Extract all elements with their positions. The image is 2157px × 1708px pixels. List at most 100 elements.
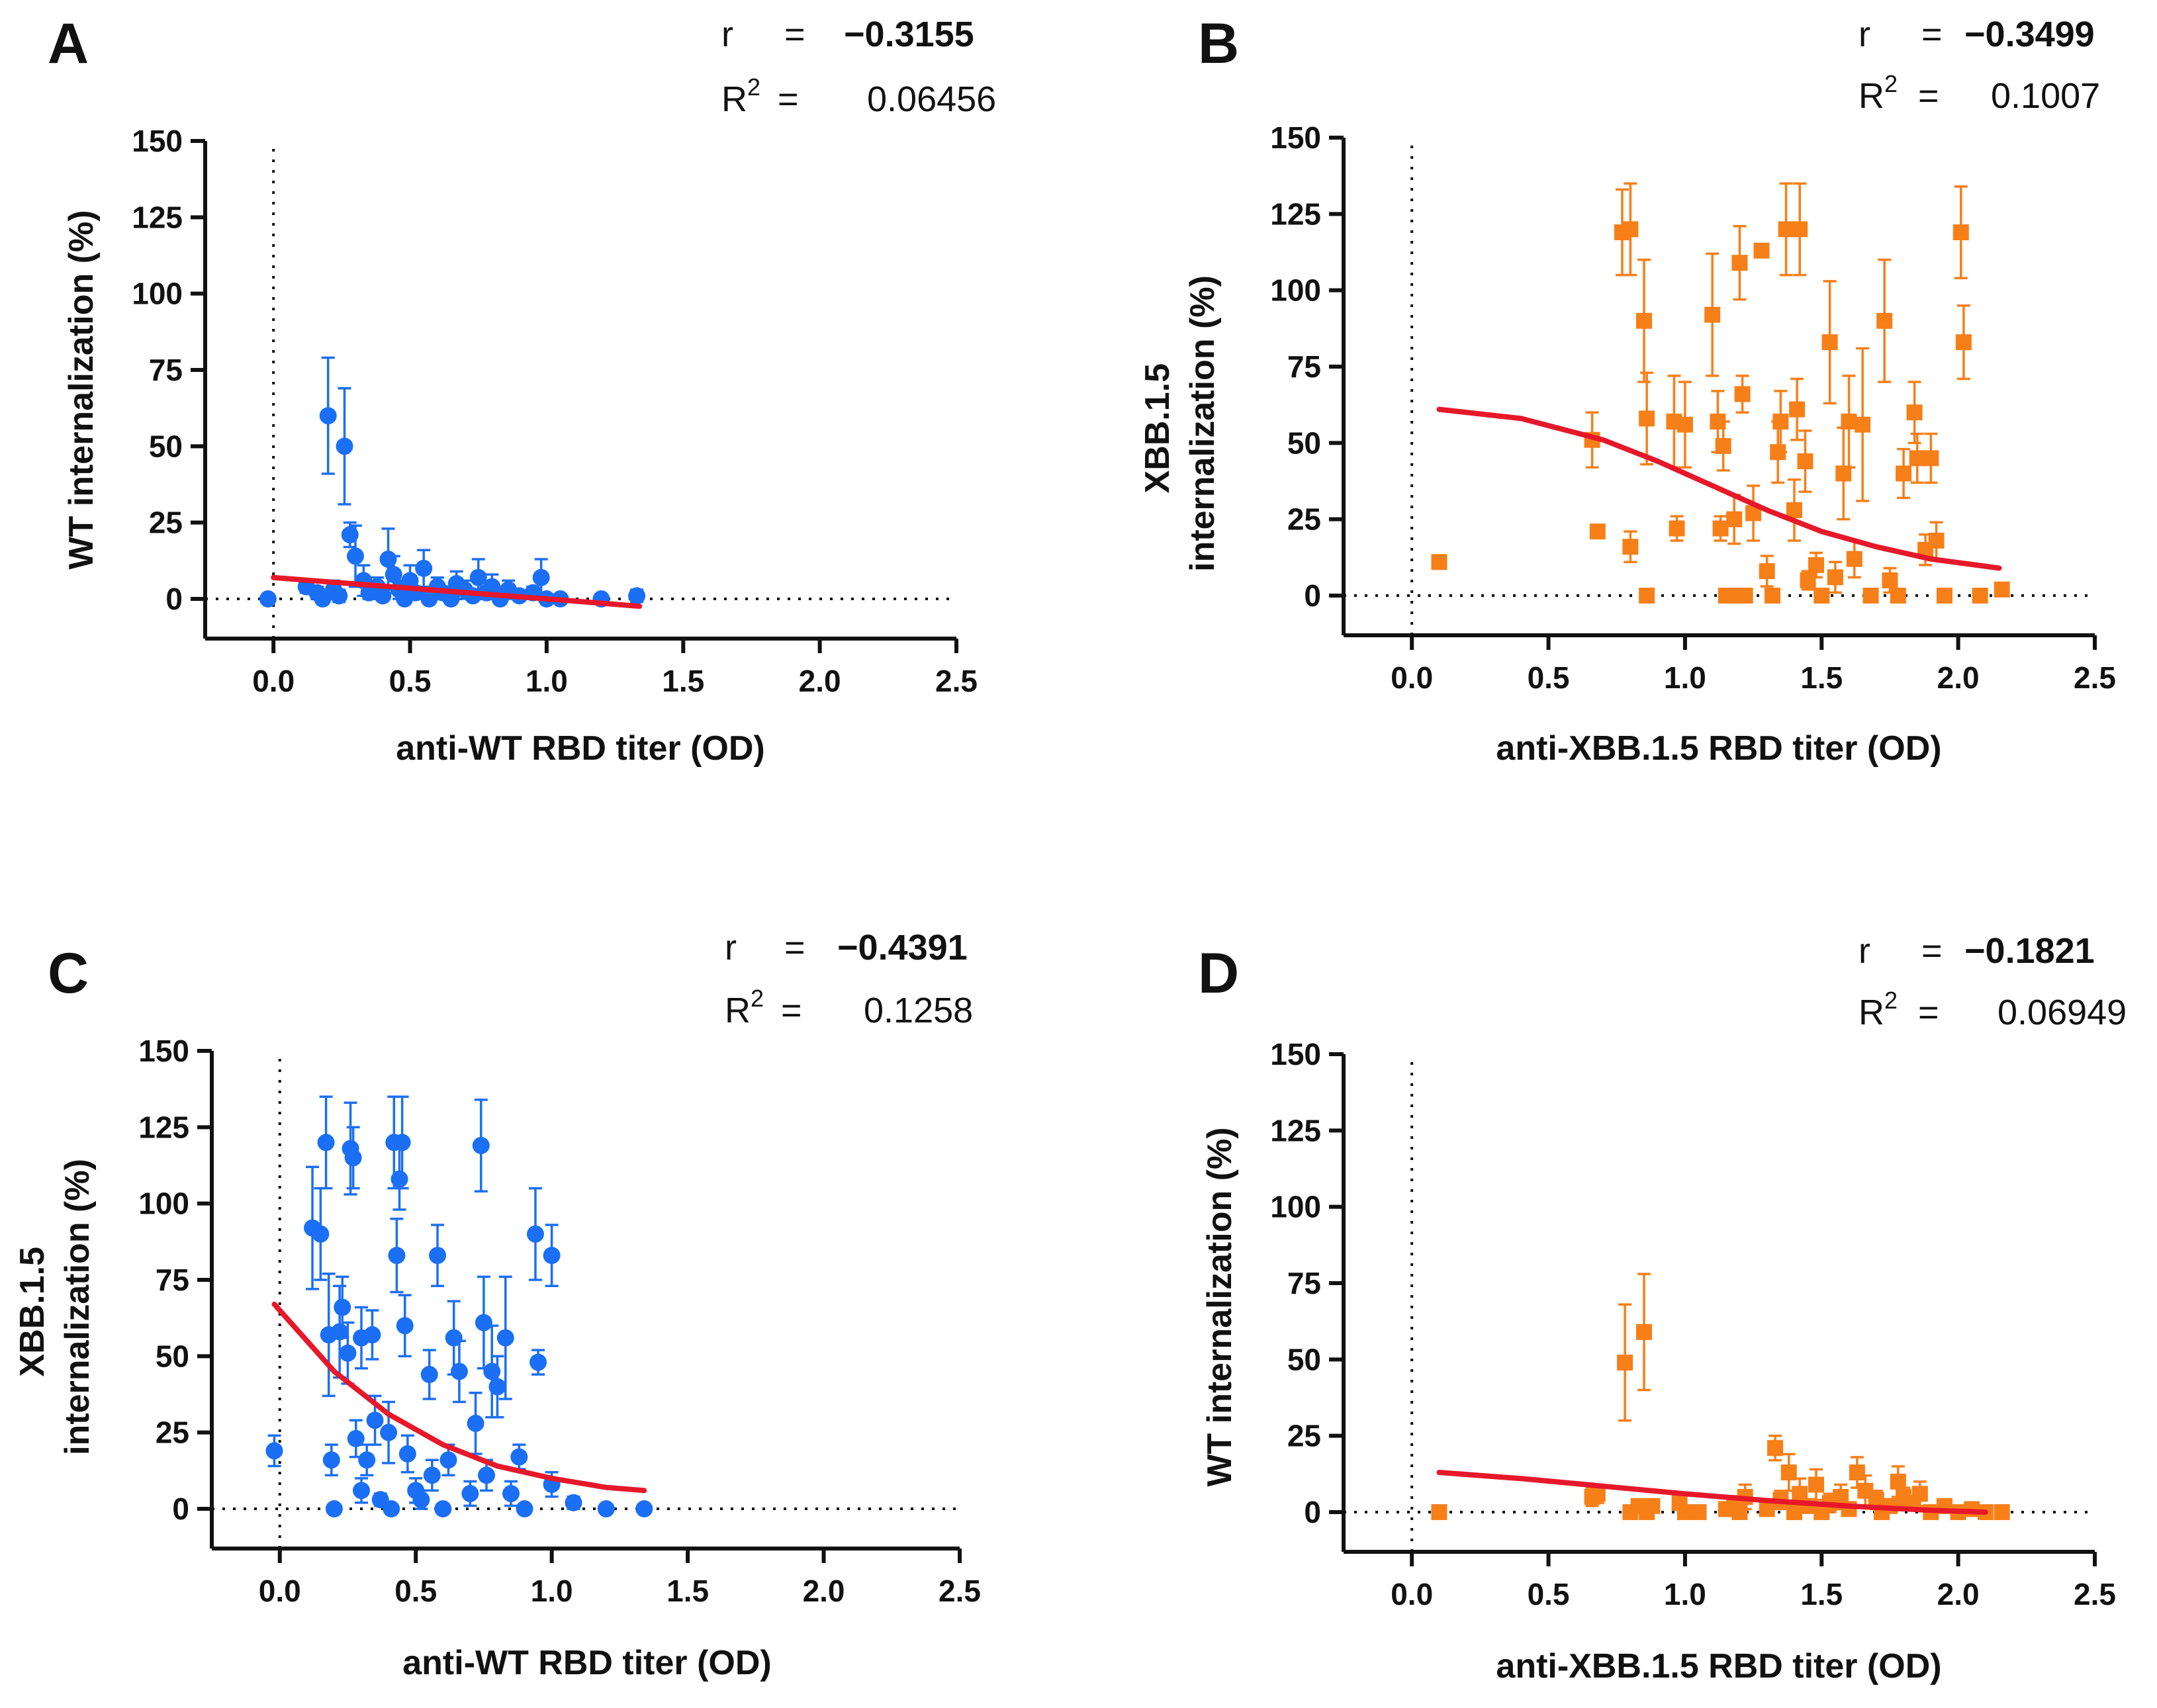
y-tick-label: 125 — [1270, 197, 1321, 231]
data-point — [1759, 555, 1775, 588]
point-marker — [526, 1225, 544, 1243]
r-equals: = — [784, 15, 805, 54]
r2-superscript: 2 — [1884, 70, 1898, 97]
data-point — [1772, 390, 1789, 453]
point-marker — [478, 1466, 496, 1484]
data-point — [383, 1500, 400, 1518]
data-point — [478, 1459, 496, 1492]
y-axis-title-line-1: WT internalization (%) — [62, 210, 101, 569]
point-marker — [388, 1247, 406, 1265]
point-marker — [374, 587, 392, 605]
data-point — [363, 1309, 381, 1361]
data-point — [317, 1095, 335, 1190]
data-point — [1622, 530, 1639, 564]
x-tick-label: 0.0 — [1391, 1577, 1433, 1611]
y-tick-label: 150 — [1270, 1037, 1321, 1071]
x-axis-title: anti-XBB.1.5 RBD titer (OD) — [1496, 729, 1941, 768]
x-tick-label: 0.5 — [394, 1574, 437, 1608]
point-marker — [461, 1484, 479, 1502]
data-point — [325, 1500, 343, 1518]
data-point — [461, 1480, 479, 1507]
panel-a: A r = −0.3155 R2 = 0.06456 0 25 50 75 100 125… — [48, 12, 996, 768]
r2-label-base: R — [1859, 76, 1884, 116]
point-marker — [1876, 312, 1893, 329]
r2-equals: = — [1918, 993, 1939, 1032]
point-marker — [1792, 221, 1808, 238]
fit-curve — [1436, 1470, 1988, 1515]
x-tick-label: 0.5 — [389, 664, 432, 698]
data-point — [1800, 570, 1816, 591]
point-marker — [1772, 414, 1789, 430]
point-marker — [1617, 1354, 1633, 1371]
point-marker — [334, 1298, 351, 1316]
data-point — [488, 1355, 506, 1419]
r-equals: = — [1921, 15, 1943, 54]
x-tick-label: 0.5 — [1528, 1577, 1570, 1611]
y-tick-label: 50 — [1287, 426, 1321, 460]
data-point — [398, 1434, 416, 1474]
point-marker — [1808, 1476, 1825, 1493]
data-point — [334, 1275, 351, 1339]
fit-curve — [271, 1301, 647, 1494]
point-marker — [1737, 588, 1753, 604]
point-marker — [469, 568, 487, 586]
point-marker — [412, 1491, 430, 1509]
point-marker — [396, 1317, 414, 1335]
y-tick-label: 25 — [1287, 502, 1321, 537]
data-point — [1639, 371, 1655, 466]
data-point — [1644, 1498, 1661, 1514]
panel-c: C r = −0.4391 R2 = 0.1258 0 25 50 75 100 125 1… — [13, 928, 981, 1682]
y-axis-title: WT internalization (%) — [62, 210, 101, 569]
point-marker — [1906, 404, 1923, 421]
r-label: r — [725, 928, 737, 967]
data-point — [450, 1339, 468, 1404]
point-marker — [1639, 588, 1655, 604]
r2-equals: = — [1918, 76, 1939, 116]
point-marker — [1789, 401, 1806, 418]
fit-curve — [271, 574, 643, 609]
point-marker — [1994, 1504, 2010, 1521]
x-tick-label: 2.5 — [935, 664, 978, 698]
data-point — [1636, 1273, 1652, 1392]
data-point — [1622, 182, 1639, 277]
point-marker — [635, 1500, 653, 1518]
point-marker — [434, 1500, 452, 1518]
y-tick-label: 100 — [132, 277, 183, 311]
x-tick-label: 1.5 — [1800, 1577, 1843, 1611]
data-point — [1767, 1434, 1784, 1462]
point-marker — [1896, 465, 1912, 482]
point-marker — [1636, 1324, 1652, 1340]
point-marker — [1813, 588, 1830, 604]
r2-label-base: R — [725, 991, 751, 1030]
point-marker — [423, 1466, 441, 1484]
r2-equals: = — [781, 991, 802, 1030]
point-marker — [1855, 416, 1871, 433]
point-marker — [1669, 520, 1685, 537]
data-point — [1841, 375, 1857, 469]
point-marker — [1431, 554, 1447, 570]
y-tick-label: 150 — [132, 124, 183, 158]
data-point — [358, 1443, 376, 1477]
point-marker — [363, 1326, 381, 1344]
data-point — [374, 587, 392, 605]
x-tick-label: 0.0 — [252, 664, 295, 698]
point-marker — [565, 1494, 582, 1511]
data-point — [597, 1500, 615, 1518]
point-marker — [390, 1170, 408, 1188]
x-tick-label: 1.5 — [666, 1574, 709, 1608]
data-point — [1890, 588, 1906, 604]
data-point — [565, 1494, 582, 1511]
stats-block: r = −0.3499 R2 = 0.1007 — [1859, 15, 2100, 116]
y-tick-label: 150 — [138, 1034, 189, 1068]
y-tick-label: 25 — [1287, 1419, 1321, 1453]
r2-value: 0.06949 — [1997, 993, 2127, 1032]
data-point — [1712, 515, 1729, 542]
x-tick-label: 2.5 — [2074, 660, 2116, 695]
data-point — [1835, 426, 1852, 521]
point-marker — [1909, 450, 1925, 467]
data-point — [265, 1434, 283, 1468]
point-marker — [472, 1137, 490, 1155]
point-marker — [1431, 1504, 1447, 1521]
data-point — [1876, 258, 1893, 383]
